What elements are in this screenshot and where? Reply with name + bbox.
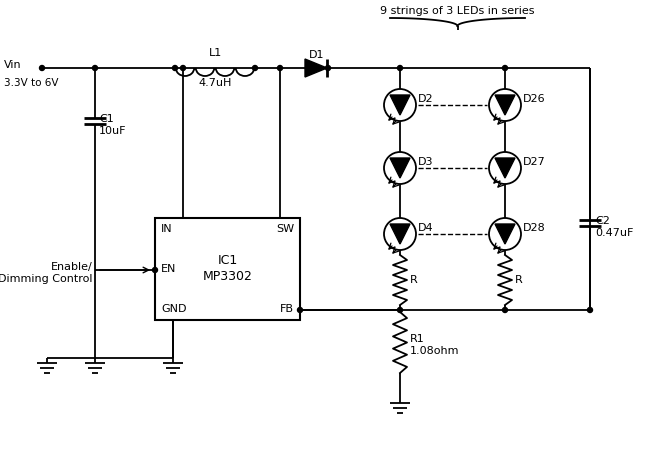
Text: D4: D4 (418, 223, 434, 233)
Text: SW: SW (276, 224, 294, 234)
Text: 1.08ohm: 1.08ohm (410, 346, 460, 356)
Text: 3.3V to 6V: 3.3V to 6V (4, 78, 58, 88)
Text: 10uF: 10uF (99, 126, 127, 136)
Text: EN: EN (161, 264, 176, 274)
Circle shape (40, 65, 44, 70)
Polygon shape (495, 158, 515, 178)
Text: IC1: IC1 (217, 254, 238, 267)
Text: Vin: Vin (4, 60, 21, 70)
Text: 4.7uH: 4.7uH (198, 78, 231, 88)
Circle shape (92, 65, 98, 70)
Text: L1: L1 (209, 48, 222, 58)
Polygon shape (305, 59, 327, 77)
Circle shape (489, 152, 521, 184)
Text: D27: D27 (523, 157, 546, 167)
Text: 0.47uF: 0.47uF (595, 228, 633, 238)
Text: R1: R1 (410, 335, 424, 345)
Circle shape (502, 308, 508, 313)
Polygon shape (390, 224, 410, 244)
Text: MP3302: MP3302 (203, 271, 252, 284)
Circle shape (278, 65, 283, 70)
Circle shape (298, 308, 302, 313)
Text: D1: D1 (309, 50, 324, 60)
Circle shape (502, 65, 508, 70)
Polygon shape (390, 95, 410, 115)
Bar (155, 218, 300, 320)
Text: D28: D28 (523, 223, 546, 233)
Polygon shape (390, 158, 410, 178)
Circle shape (181, 65, 185, 70)
Circle shape (489, 218, 521, 250)
Circle shape (153, 267, 157, 272)
Text: GND: GND (161, 304, 187, 314)
Text: D2: D2 (418, 94, 434, 104)
Circle shape (398, 308, 402, 313)
Text: Dimming Control: Dimming Control (0, 274, 93, 284)
Circle shape (384, 152, 416, 184)
Circle shape (252, 65, 257, 70)
Circle shape (326, 65, 330, 70)
Text: R: R (410, 275, 418, 285)
Text: 9 strings of 3 LEDs in series: 9 strings of 3 LEDs in series (380, 6, 535, 16)
Text: FB: FB (280, 304, 294, 314)
Circle shape (384, 89, 416, 121)
Polygon shape (495, 224, 515, 244)
Circle shape (588, 308, 593, 313)
Circle shape (172, 65, 177, 70)
Circle shape (384, 218, 416, 250)
Text: D3: D3 (418, 157, 434, 167)
Text: C1: C1 (99, 114, 114, 124)
Circle shape (489, 89, 521, 121)
Polygon shape (495, 95, 515, 115)
Circle shape (398, 65, 402, 70)
Text: Enable/: Enable/ (51, 262, 93, 272)
Text: C2: C2 (595, 216, 610, 226)
Text: R: R (515, 275, 523, 285)
Text: IN: IN (161, 224, 173, 234)
Text: D26: D26 (523, 94, 545, 104)
